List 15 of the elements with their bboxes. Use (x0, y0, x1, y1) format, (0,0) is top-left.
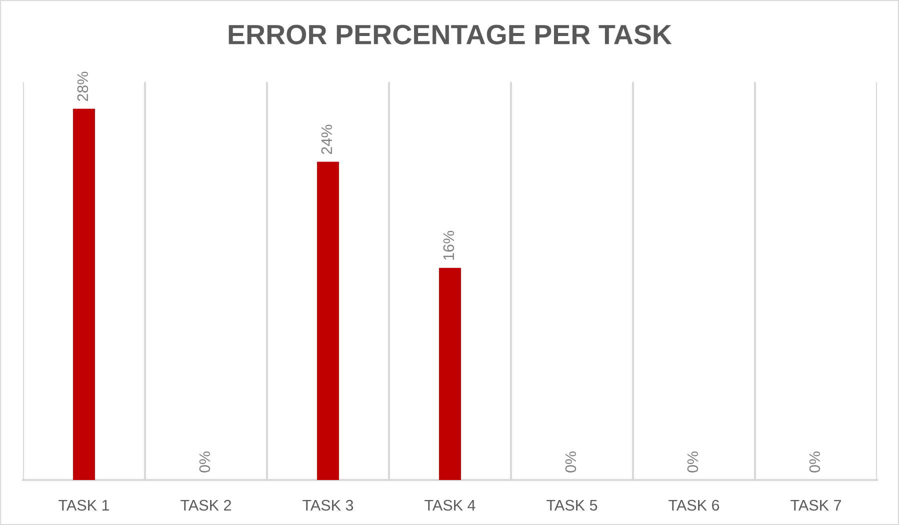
x-tick-label: TASK 6 (668, 500, 720, 511)
x-tick-label: TASK 3 (302, 500, 354, 511)
data-label: 16% (443, 230, 454, 260)
chart-title: ERROR PERCENTAGE PER TASK (228, 24, 672, 44)
data-label: 0% (687, 452, 698, 472)
x-tick-label: TASK 1 (58, 500, 110, 511)
x-tick-label: TASK 2 (180, 500, 231, 511)
data-label: 0% (565, 452, 576, 472)
x-tick-label: TASK 5 (546, 500, 598, 511)
x-tick-label: TASK 4 (424, 500, 476, 511)
data-label: 24% (321, 124, 332, 154)
data-label: 28% (77, 72, 88, 102)
x-tick-label: TASK 7 (790, 500, 841, 511)
data-label: 0% (199, 452, 210, 472)
data-label: 0% (809, 452, 820, 472)
